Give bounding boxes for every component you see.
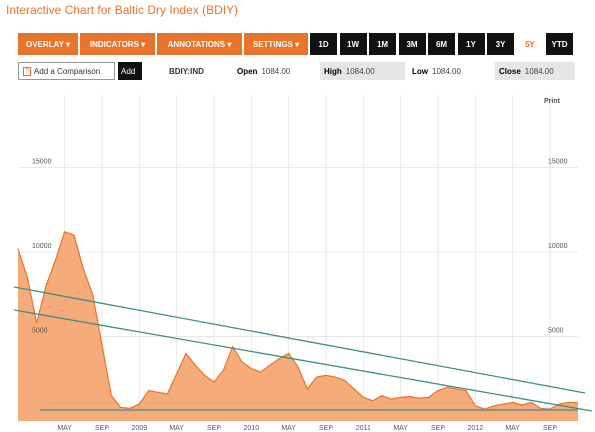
area — [18, 231, 578, 421]
quote-label: High — [324, 66, 342, 76]
x-tick-label: MAY — [393, 425, 408, 432]
trend-lines — [13, 286, 593, 412]
quote-value: 1084.00 — [345, 66, 375, 76]
x-tick-label: SEP — [319, 425, 333, 432]
range-button[interactable]: 1M — [369, 33, 396, 55]
quote-value: 1084.00 — [261, 66, 291, 76]
range-button[interactable]: 6M — [428, 33, 455, 55]
placeholder: Add a Comparison — [33, 66, 101, 76]
quote-field: High 1084.00 — [320, 62, 405, 80]
x-tick-label: MAY — [281, 425, 296, 432]
quote-field: Low 1084.00 — [408, 62, 492, 80]
area-line — [17, 231, 579, 410]
range-button[interactable]: 1D — [310, 33, 337, 55]
y-tick-label: 5000 — [32, 327, 48, 334]
quote-field: Close 1084.00 — [495, 62, 575, 80]
range-button[interactable]: YTD — [546, 33, 573, 55]
x-tick-label: SEP — [543, 425, 557, 432]
y-tick-label-right: 15000 — [548, 158, 568, 165]
x-tick-label: SEP — [207, 425, 221, 432]
menu-button[interactable]: ANNOTATIONS ▾ — [157, 33, 242, 55]
x-tick-label: 2011 — [356, 425, 371, 432]
quote-label: Close — [499, 66, 521, 76]
x-tick-label: MAY — [57, 425, 72, 432]
x-tick-label: MAY — [505, 425, 520, 432]
quote-value: 1084.00 — [524, 66, 554, 76]
menu-button[interactable]: INDICATORS ▾ — [80, 33, 155, 55]
symbol: BDIY:IND — [169, 66, 204, 76]
range-button[interactable]: 5Y — [516, 33, 544, 55]
menu-button[interactable]: SETTINGS ▾ — [244, 33, 308, 55]
page-title: Interactive Chart for Baltic Dry Index (… — [6, 3, 239, 17]
range-button[interactable]: 1W — [339, 33, 367, 55]
x-tick-label: 2009 — [132, 425, 148, 432]
comparison-input[interactable]: ? Add a Comparison — [18, 62, 115, 80]
range-button[interactable]: 3Y — [487, 33, 514, 55]
y-tick-label-right: 10000 — [548, 243, 568, 250]
y-tick-label-right: 5000 — [548, 327, 564, 334]
x-tick-label: SEP — [95, 425, 109, 432]
quote-label: Open — [237, 66, 258, 76]
quote-value: 1084.00 — [432, 66, 461, 76]
x-tick-label: 2012 — [468, 425, 484, 432]
range-button[interactable]: 1Y — [457, 33, 485, 55]
trend-line — [13, 286, 586, 394]
x-tick-label: 2010 — [244, 425, 260, 432]
y-tick-label: 10000 — [32, 243, 52, 250]
menu-button[interactable]: OVERLAY ▾ — [18, 33, 78, 55]
range-button[interactable]: 3M — [398, 33, 426, 55]
trend-line — [13, 309, 593, 412]
quote-field: Open 1084.00 — [233, 62, 315, 80]
print-link[interactable]: Print — [544, 98, 561, 105]
quote-label: Low — [412, 66, 428, 76]
x-tick-label: SEP — [431, 425, 445, 432]
add-button[interactable]: Add — [118, 62, 142, 80]
y-tick-label: 15000 — [32, 158, 52, 165]
x-tick-label: MAY — [169, 425, 184, 432]
